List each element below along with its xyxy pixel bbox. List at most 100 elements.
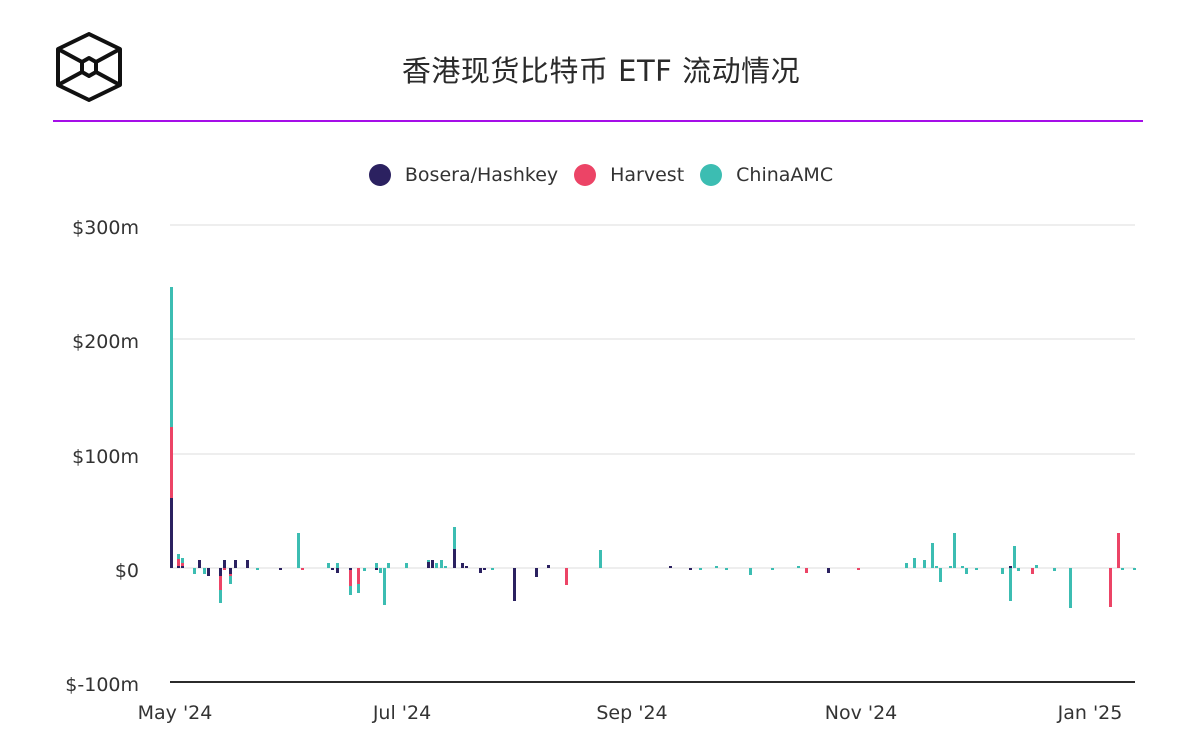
- bar-segment-chinaamc: [219, 589, 222, 604]
- bar-segment-chinaamc: [1069, 568, 1072, 608]
- bar-segment-harvest: [229, 573, 232, 576]
- bar-segment-bosera-hashkey: [669, 565, 672, 568]
- y-tick-0: $0: [114, 560, 139, 582]
- bar-segment-harvest: [181, 563, 184, 566]
- bar-segment-chinaamc: [193, 568, 196, 574]
- chart-title: 香港现货比特币 ETF 流动情况: [401, 54, 801, 88]
- legend-item-harvest[interactable]: Harvest: [574, 164, 684, 186]
- bar-segment-bosera-hashkey: [431, 560, 434, 568]
- bar-segment-chinaamc: [170, 286, 173, 428]
- x-tick-nov-24: Nov '24: [824, 702, 898, 724]
- bar-segment-chinaamc: [935, 565, 938, 568]
- bar-segment-chinaamc: [725, 568, 728, 571]
- bar-segment-bosera-hashkey: [181, 565, 184, 568]
- bar-segment-chinaamc: [349, 586, 352, 596]
- bar-segment-chinaamc: [1053, 568, 1056, 572]
- legend-swatch-harvest: [574, 164, 597, 186]
- gridline-200m: [170, 338, 1135, 340]
- bar-segment-chinaamc: [297, 532, 300, 568]
- bar-segment-chinaamc: [1013, 546, 1016, 568]
- bar-segment-bosera-hashkey: [198, 560, 201, 568]
- bar-segment-chinaamc: [965, 568, 968, 574]
- bar-segment-harvest: [177, 558, 180, 566]
- bar-segment-bosera-hashkey: [349, 568, 352, 571]
- bar-segment-chinaamc: [435, 563, 438, 568]
- bar-segment-bosera-hashkey: [547, 564, 550, 568]
- bar-segment-chinaamc: [923, 560, 926, 568]
- legend-item-bosera-hashkey[interactable]: Bosera/Hashkey: [368, 164, 559, 186]
- bar-segment-bosera-hashkey: [246, 560, 249, 568]
- bar-segment-bosera-hashkey: [689, 568, 692, 571]
- legend-label-chinaamc: ChinaAMC: [736, 164, 834, 186]
- bar-segment-chinaamc: [379, 568, 382, 573]
- x-axis-line: [170, 681, 1135, 683]
- bar-segment-chinaamc: [177, 554, 180, 559]
- gridline-0: [170, 567, 1135, 569]
- bar-segment-bosera-hashkey: [234, 560, 237, 568]
- bar-segment-bosera-hashkey: [483, 568, 486, 571]
- bar-segment-harvest: [565, 568, 568, 586]
- bar-segment-chinaamc: [1133, 568, 1136, 571]
- bar-segment-chinaamc: [444, 565, 447, 568]
- bar-segment-harvest: [219, 575, 222, 590]
- x-tick-sep-24: Sep '24: [596, 702, 668, 724]
- bar-segment-chinaamc: [949, 565, 952, 568]
- bar-segment-harvest: [349, 570, 352, 587]
- bar-segment-harvest: [301, 568, 304, 571]
- bar-segment-harvest: [1031, 568, 1034, 574]
- bar-segment-harvest: [1109, 568, 1112, 607]
- bar-segment-chinaamc: [453, 526, 456, 549]
- bar-segment-chinaamc: [1121, 568, 1124, 571]
- bar-segment-chinaamc: [1035, 564, 1038, 568]
- bar-segment-bosera-hashkey: [229, 568, 232, 574]
- bar-segment-bosera-hashkey: [465, 565, 468, 568]
- chart-legend: Bosera/Hashkey Harvest ChinaAMC: [0, 164, 1202, 186]
- bar-segment-chinaamc: [699, 568, 702, 571]
- bar-segment-chinaamc: [375, 563, 378, 568]
- bar-segment-chinaamc: [336, 563, 339, 568]
- bar-segment-chinaamc: [256, 568, 259, 571]
- bar-segment-chinaamc: [975, 568, 978, 571]
- legend-item-chinaamc[interactable]: ChinaAMC: [700, 164, 833, 186]
- bar-segment-bosera-hashkey: [279, 568, 282, 571]
- legend-swatch-bosera-hashkey: [368, 164, 391, 186]
- bar-segment-harvest: [805, 568, 808, 573]
- bar-segment-chinaamc: [953, 532, 956, 568]
- bar-segment-chinaamc: [1017, 568, 1020, 572]
- bar-segment-harvest: [1117, 532, 1120, 568]
- bar-segment-chinaamc: [771, 568, 774, 571]
- legend-label-harvest: Harvest: [610, 164, 685, 186]
- bar-segment-chinaamc: [203, 568, 206, 574]
- y-tick-minus-100m: $-100m: [65, 674, 139, 696]
- bar-segment-chinaamc: [383, 568, 386, 605]
- gridline-100m: [170, 453, 1135, 455]
- bar-segment-chinaamc: [715, 565, 718, 568]
- bar-segment-chinaamc: [491, 568, 494, 571]
- bar-segment-chinaamc: [905, 563, 908, 568]
- bar-segment-chinaamc: [1009, 568, 1012, 602]
- bar-segment-chinaamc: [749, 568, 752, 575]
- bar-segment-chinaamc: [357, 583, 360, 594]
- bar-segment-harvest: [857, 568, 860, 571]
- legend-swatch-chinaamc: [700, 164, 723, 186]
- bar-segment-chinaamc: [1001, 568, 1004, 574]
- legend-label-bosera-hashkey: Bosera/Hashkey: [404, 164, 559, 186]
- bar-segment-chinaamc: [961, 565, 964, 568]
- bar-segment-chinaamc: [387, 563, 390, 568]
- bar-segment-bosera-hashkey: [535, 568, 538, 578]
- bar-segment-bosera-hashkey: [479, 568, 482, 573]
- bar-segment-bosera-hashkey: [453, 548, 456, 568]
- y-tick-100m: $100m: [72, 446, 139, 468]
- bar-segment-bosera-hashkey: [331, 568, 334, 571]
- header-divider: [53, 120, 1143, 122]
- bar-segment-bosera-hashkey: [513, 568, 516, 602]
- bar-segment-chinaamc: [363, 568, 366, 572]
- bar-segment-bosera-hashkey: [336, 568, 339, 573]
- x-tick-jul-24: Jul '24: [372, 702, 432, 724]
- bar-segment-chinaamc: [327, 563, 330, 568]
- bar-segment-harvest: [170, 427, 173, 499]
- bar-segment-bosera-hashkey: [219, 568, 222, 576]
- bar-segment-chinaamc: [797, 565, 800, 568]
- bar-segment-bosera-hashkey: [170, 498, 173, 568]
- y-tick-300m: $300m: [72, 217, 139, 239]
